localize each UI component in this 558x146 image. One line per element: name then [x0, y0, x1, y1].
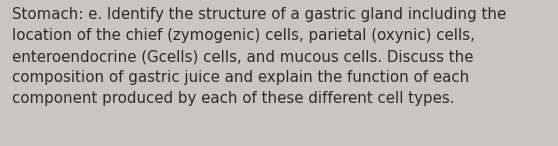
- Text: Stomach: e. Identify the structure of a gastric gland including the
location of : Stomach: e. Identify the structure of a …: [12, 7, 507, 106]
